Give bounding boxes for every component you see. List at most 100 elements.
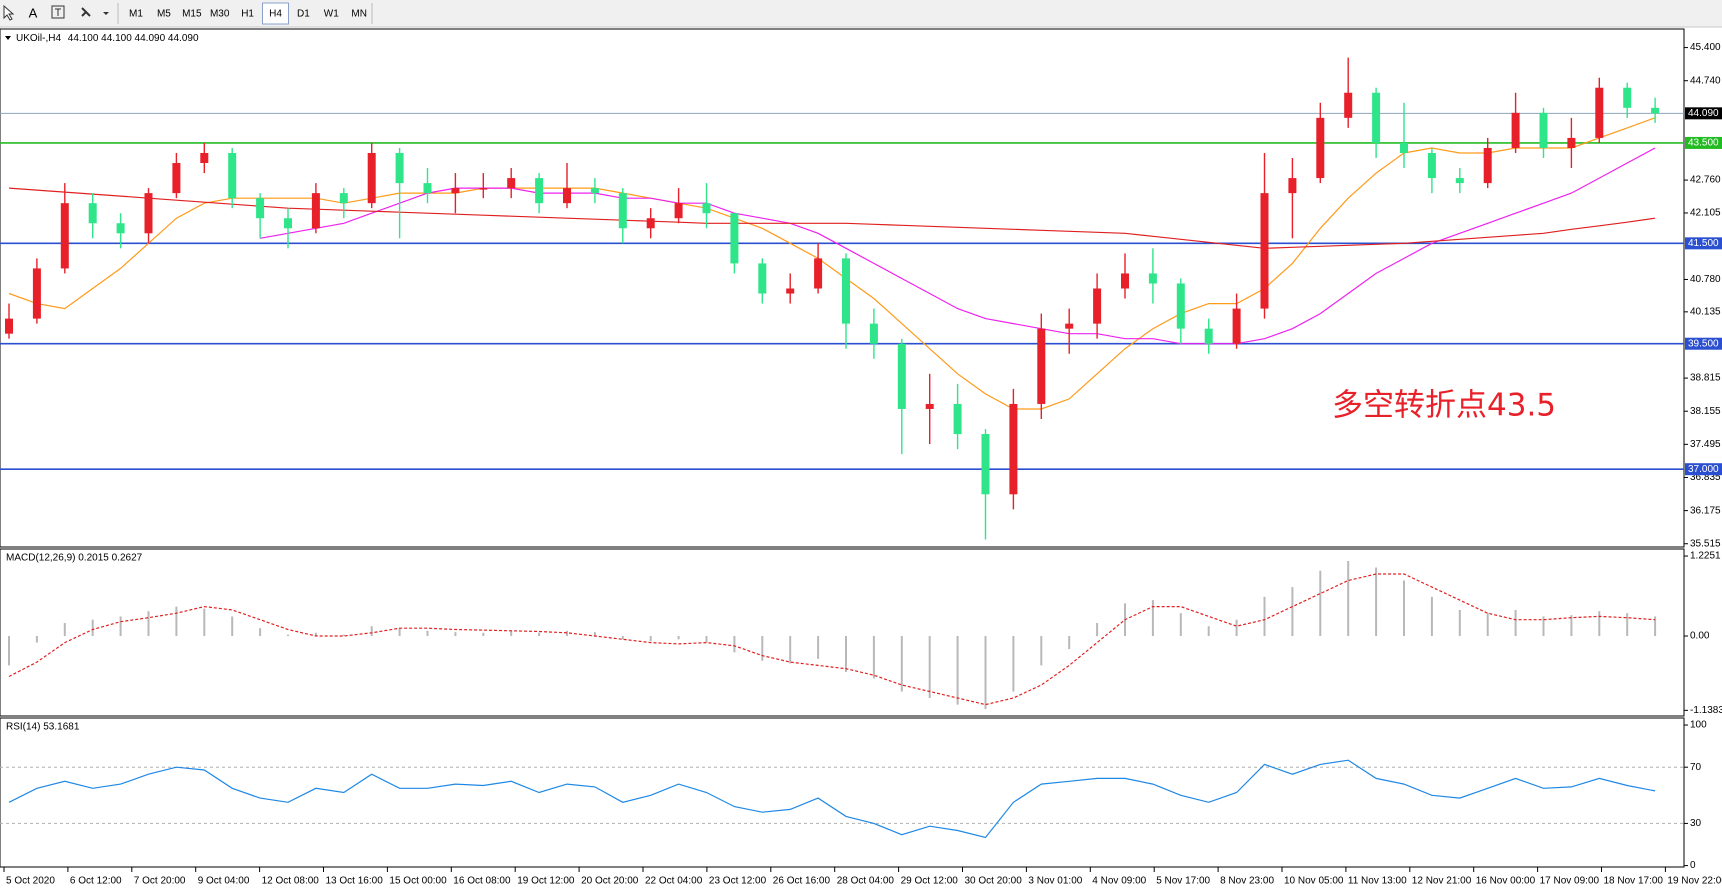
x-tick-label: 16 Oct 08:00 [453, 876, 511, 887]
candle-body [1009, 403, 1018, 495]
level-price-box [1685, 463, 1722, 476]
x-tick-label: 12 Oct 08:00 [262, 876, 320, 887]
x-tick-label: 10 Nov 05:00 [1284, 876, 1344, 887]
candle-body [1511, 112, 1520, 148]
x-tick-label: 28 Oct 04:00 [837, 876, 895, 887]
x-tick-label: 11 Nov 13:00 [1348, 876, 1407, 887]
candle-body [479, 188, 488, 190]
close-price: 44.090 [168, 33, 199, 44]
x-tick-label: 16 Nov 00:00 [1476, 876, 1536, 887]
current-price-box [1685, 107, 1722, 120]
x-tick-label: 5 Oct 2020 [6, 876, 55, 887]
label-icon [51, 5, 65, 19]
level-price-label: 39.500 [1688, 338, 1719, 349]
timeframe-button[interactable]: H4 [269, 9, 282, 20]
x-tick-label: 19 Nov 22:00 [1667, 876, 1722, 887]
candle-body [842, 258, 850, 324]
moving-average [8, 187, 1656, 249]
x-tick-label: 4 Nov 09:00 [1092, 876, 1146, 887]
level-price-label: 41.500 [1688, 238, 1719, 249]
y-tick-label: 38.815 [1690, 373, 1721, 384]
low-price: 44.090 [135, 33, 166, 44]
x-tick-label: 9 Oct 04:00 [198, 876, 250, 887]
rsi-line [8, 759, 1656, 839]
candle-body [1316, 117, 1325, 179]
moving-average [8, 117, 1656, 410]
x-tick-label: 8 Nov 23:00 [1220, 876, 1274, 887]
candle-body [1288, 178, 1297, 194]
candle-body [1148, 273, 1157, 284]
label-tool[interactable] [51, 5, 65, 19]
cursor-tool[interactable] [3, 4, 15, 21]
symbol-menu-arrow[interactable] [5, 36, 11, 40]
candle-body [507, 178, 516, 189]
y-tick-label: 38.155 [1690, 406, 1721, 417]
cursor-icon [3, 4, 15, 21]
y-tick-label: 37.495 [1690, 439, 1721, 450]
candle-body [814, 258, 823, 289]
candle-body [451, 188, 460, 194]
candle-body [5, 318, 13, 334]
candle-body [563, 188, 571, 204]
candle-body [395, 152, 404, 184]
text-tool[interactable]: A [29, 5, 38, 20]
dropdown-arrow [103, 12, 109, 15]
x-tick-label: 30 Oct 20:00 [965, 876, 1023, 887]
candle-body [144, 193, 153, 234]
y-tick-label: 40.780 [1690, 274, 1721, 285]
candle-body [311, 193, 320, 229]
candle-body [1567, 137, 1576, 148]
y-tick-label: 30 [1690, 818, 1702, 829]
x-tick-label: 6 Oct 12:00 [70, 876, 122, 887]
candle-body [618, 193, 627, 229]
y-tick-label: 45.400 [1690, 42, 1721, 53]
timeframe-button[interactable]: M5 [157, 9, 171, 20]
candle-body [1400, 142, 1408, 153]
timeframe-button[interactable]: M1 [129, 9, 143, 20]
current-price-label: 44.090 [1688, 108, 1719, 119]
shapes-icon [81, 7, 91, 17]
high-price: 44.100 [101, 33, 132, 44]
candle-body [869, 323, 878, 344]
candle-body [116, 223, 125, 234]
candle-body [1483, 147, 1492, 184]
timeframe-button[interactable]: MN [351, 9, 367, 20]
candle-body [646, 218, 655, 229]
timeframe-button[interactable]: H1 [241, 9, 254, 20]
y-tick-label: 42.105 [1690, 208, 1721, 219]
candle-body [1539, 112, 1548, 148]
x-tick-label: 7 Oct 20:00 [134, 876, 186, 887]
y-tick-label: -1.1383 [1690, 705, 1722, 716]
moving-average [259, 147, 1656, 345]
timeframe-button[interactable]: M30 [210, 9, 230, 20]
candle-body [367, 152, 376, 204]
candle-body [1372, 92, 1381, 143]
open-price: 44.100 [68, 33, 99, 44]
candle-body [897, 343, 906, 409]
x-tick-label: 23 Oct 12:00 [709, 876, 767, 887]
candle-body [1232, 308, 1241, 344]
y-tick-label: 42.760 [1690, 175, 1721, 186]
chart-header: UKOil-,H4 44.100 44.100 44.090 44.090 [16, 33, 199, 44]
candle-body [88, 203, 97, 224]
candle-body [1595, 87, 1604, 138]
timeframe-button[interactable]: M15 [182, 9, 202, 20]
candle-body [1204, 328, 1213, 344]
x-tick-label: 20 Oct 20:00 [581, 876, 639, 887]
candle-body [1037, 328, 1046, 404]
shapes-tool[interactable] [81, 7, 109, 17]
timeframe-button[interactable]: D1 [297, 9, 310, 20]
timeframe-button[interactable]: W1 [324, 9, 339, 20]
x-tick-label: 18 Nov 17:00 [1604, 876, 1664, 887]
candle-body [1623, 87, 1632, 108]
x-tick-label: 17 Nov 09:00 [1540, 876, 1600, 887]
candle-body [284, 218, 292, 229]
y-tick-label: 1.2251 [1690, 551, 1721, 562]
candle-body [172, 163, 181, 194]
x-tick-label: 26 Oct 16:00 [773, 876, 831, 887]
x-tick-label: 5 Nov 17:00 [1156, 876, 1210, 887]
candle-body [925, 403, 934, 409]
candle-body [590, 188, 599, 194]
y-tick-label: 70 [1690, 762, 1702, 773]
